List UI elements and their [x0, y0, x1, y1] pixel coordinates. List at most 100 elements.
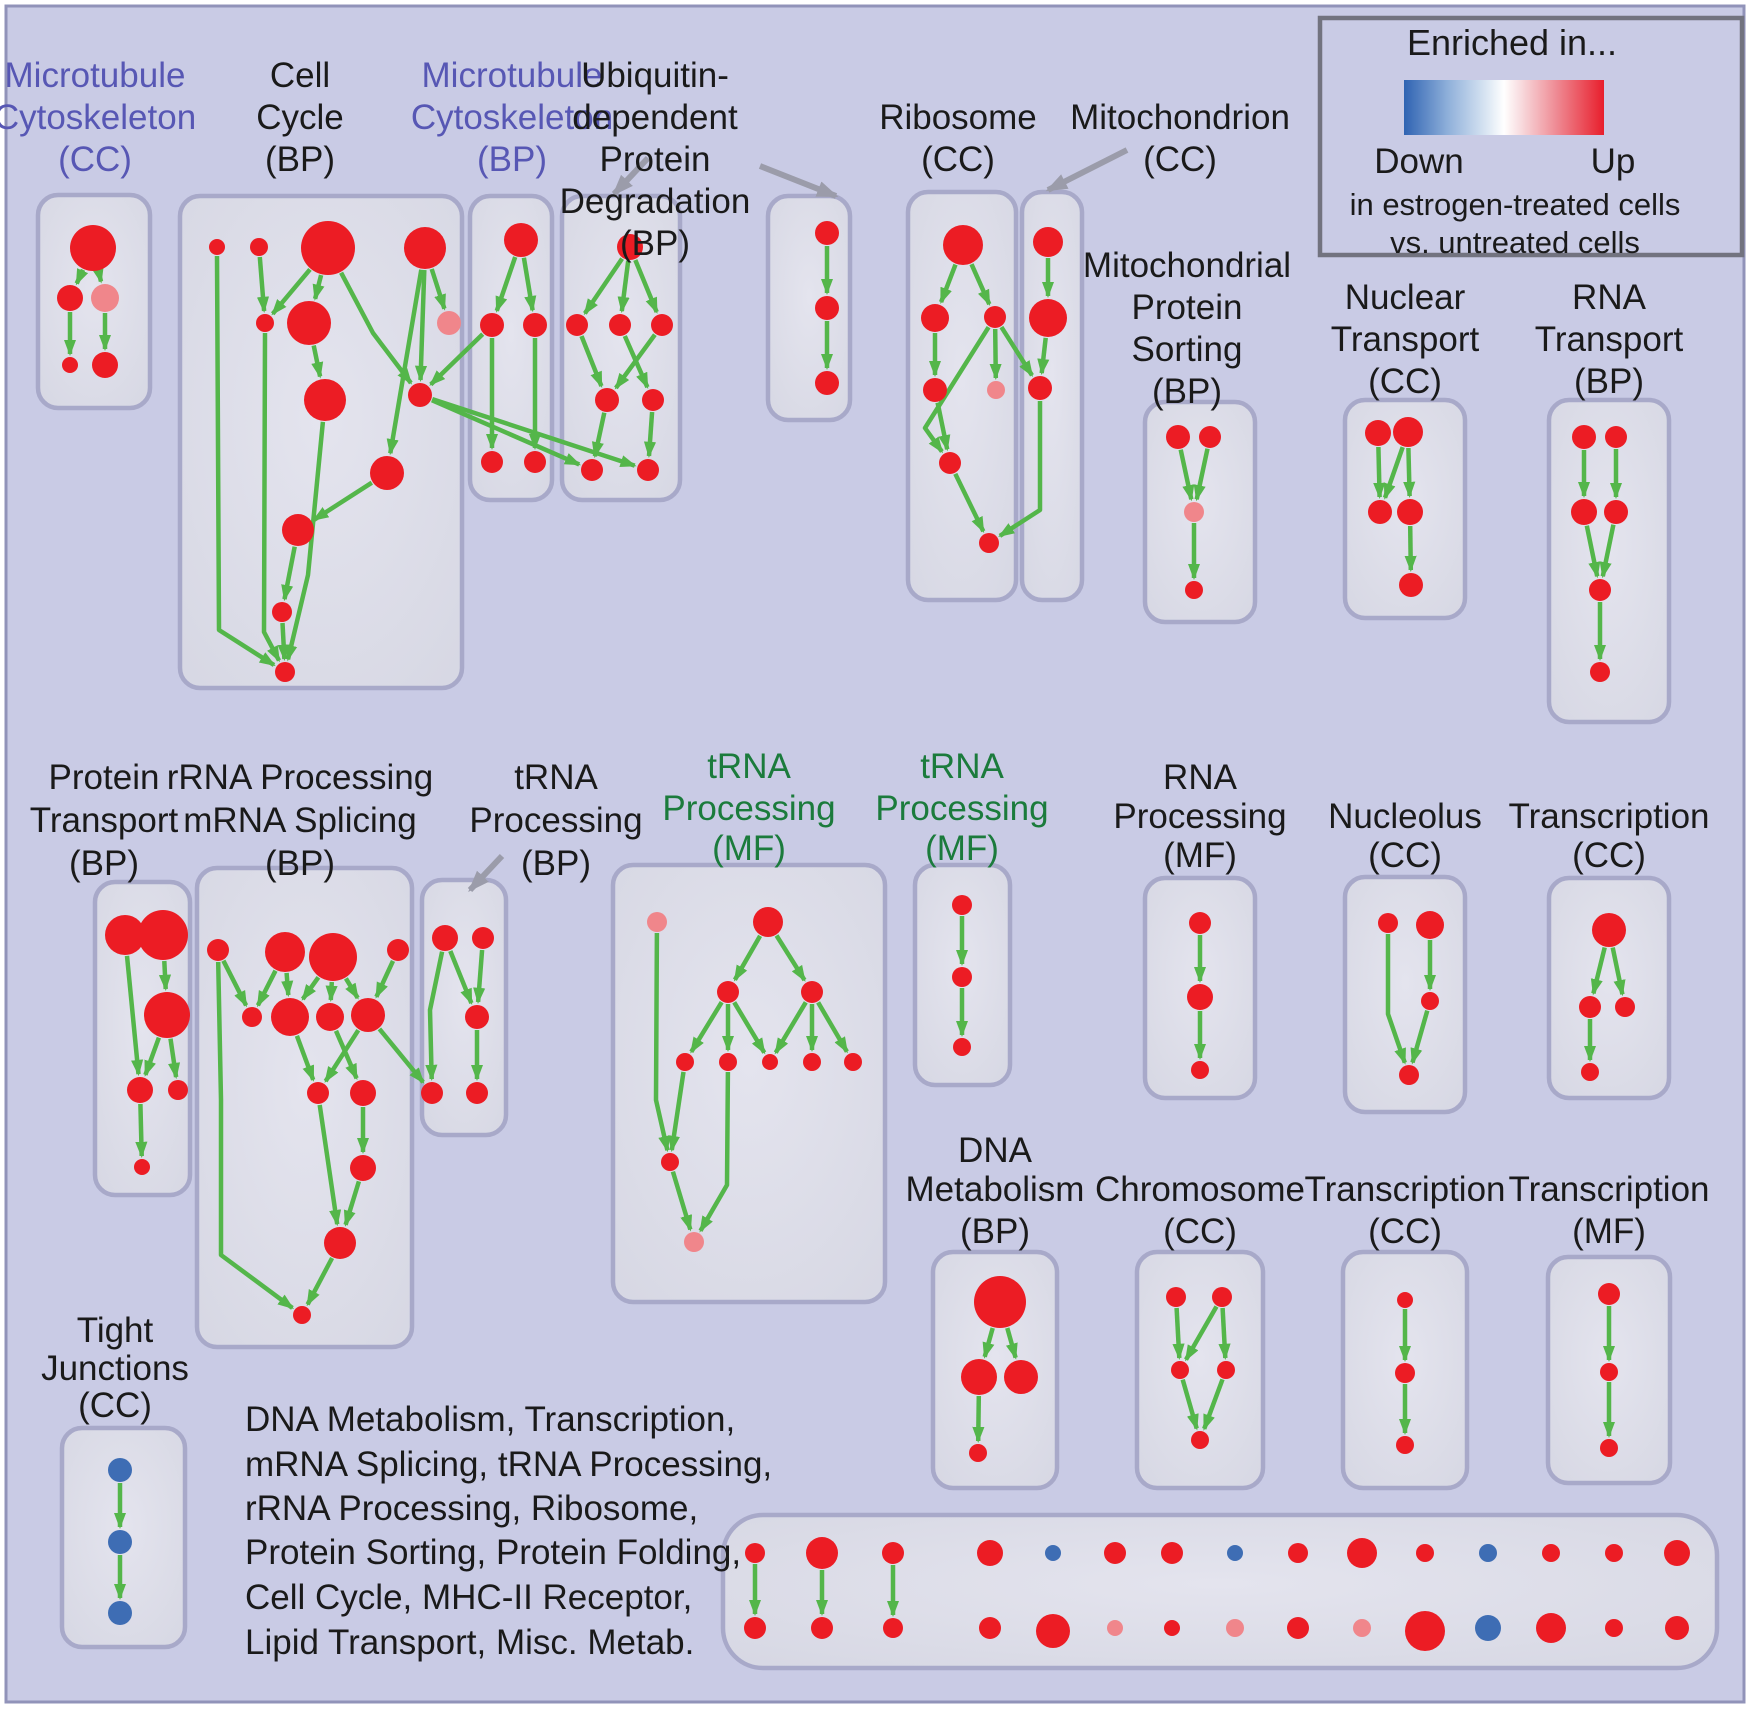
go-term-node-mit1-red [1033, 227, 1063, 257]
lbl-ubiquitin-line2: dependent [572, 98, 738, 137]
lbl-transcription-cc-bottom-line2: (CC) [1368, 1212, 1442, 1251]
go-term-node-cc1-red [209, 239, 225, 255]
edge-cc7-cc11 [285, 421, 326, 662]
edge-mbp1-mbp2 [494, 256, 518, 313]
legend-title: Enriched in... [1407, 22, 1617, 63]
edge-cc4-cc8 [386, 269, 424, 456]
go-term-node-rpm3-red [1191, 1061, 1209, 1079]
edge-tb1-tb4 [425, 951, 445, 1082]
go-term-node-cc3-red [301, 221, 355, 275]
go-term-node-rr1-red [207, 939, 229, 961]
lbl-ribosome-line2: (CC) [921, 140, 995, 179]
go-term-node-mbp1-red [504, 223, 538, 257]
go-term-node-mbp4-red [481, 451, 503, 473]
arrow-to-ubiquitin-box2 [758, 163, 839, 199]
go-term-node-tcc4-red [1581, 1063, 1599, 1081]
go-term-node-mf5-red [676, 1053, 694, 1071]
edge-cc3-hub [339, 271, 413, 385]
go-term-node-hub-red [408, 383, 432, 407]
edge-mf3-mf5 [689, 1001, 724, 1054]
edge-mf4-mf9 [816, 1001, 849, 1054]
edge-nt4-nt5 [1404, 525, 1417, 573]
go-term-node-ubc3-red [609, 314, 631, 336]
edge-rr1-rr13 [215, 961, 295, 1310]
go-term-node-nuc4-red [1399, 1065, 1419, 1085]
lbl-mito-sorting-line4: (BP) [1152, 372, 1222, 411]
edge-tb1-tb3 [448, 950, 474, 1005]
go-term-node-chr4-red [1217, 1361, 1235, 1379]
edge-rib4-rib6 [935, 402, 951, 452]
lbl-protein-transport-line3: (BP) [69, 844, 139, 883]
edge-chr1-chr3 [1172, 1307, 1185, 1361]
edge-dna1-dna2 [982, 1327, 995, 1359]
edge-mit3-rib7 [998, 401, 1043, 538]
go-term-node-cc6-red [287, 301, 331, 345]
go-term-node-cc10-red [272, 602, 292, 622]
edge-pt3-pt5 [168, 1038, 181, 1080]
lbl-rna-processing-mf-line2: Processing [1113, 797, 1286, 836]
go-term-node-nt4-red [1397, 499, 1423, 525]
lbl-rrna-mrna-line3: (BP) [265, 844, 335, 883]
misc-note-line1: DNA Metabolism, Transcription, [245, 1400, 735, 1439]
lbl-rrna-mrna-line2: mRNA Splicing [183, 801, 416, 840]
lbl-nucleolus-line2: (CC) [1368, 836, 1442, 875]
legend-gradient-bar [1404, 80, 1604, 135]
go-term-node-w11t-red [1416, 1544, 1434, 1562]
lbl-rna-processing-mf-line1: RNA [1163, 758, 1238, 797]
go-term-node-mf4-red [801, 981, 823, 1003]
go-term-node-ubc4-red [651, 314, 673, 336]
edge-rib3-rib5 [989, 328, 1002, 381]
arrow-to-mitochondrion-box [1045, 147, 1129, 193]
edge-hub-ubc7 [431, 398, 582, 467]
edge-mbp2-hub [429, 332, 485, 387]
legend-subtitle-2: vs. untreated cells [1390, 225, 1640, 260]
edge-pt3-pt4 [143, 1036, 162, 1077]
go-term-node-w12b-blue [1475, 1615, 1501, 1641]
go-term-node-mf9-red [844, 1053, 862, 1071]
go-term-node-w13t-red [1542, 1544, 1560, 1562]
lbl-trna-bp-line1: tRNA [514, 758, 598, 797]
edge-dna2-dna4 [972, 1395, 985, 1444]
edge-nt1-nt3 [1373, 446, 1386, 500]
go-term-node-w9b-red [1287, 1617, 1309, 1639]
go-term-node-w3t-red [882, 1542, 904, 1564]
go-term-node-rib1-red [943, 225, 983, 265]
go-term-node-tb1-red [432, 925, 458, 951]
go-term-node-tc23-red [1396, 1436, 1414, 1454]
go-term-node-rib6-red [939, 452, 961, 474]
edge-cc8-cc9 [312, 480, 374, 522]
lbl-microtubule-cc-line2: Cytoskeleton [0, 98, 196, 137]
lbl-rna-transport-line2: Transport [1535, 320, 1684, 359]
lbl-cell-cycle-line3: (BP) [265, 140, 335, 179]
edge-rr7-rr10 [333, 1029, 359, 1081]
edge-ubc1-ubc4 [633, 259, 659, 314]
go-term-node-cc2-red [250, 238, 268, 256]
lbl-nuclear-transport-line1: Nuclear [1345, 278, 1466, 317]
edge-cc1-cc11 [214, 255, 276, 667]
go-term-node-mbp2-red [480, 313, 504, 337]
go-term-node-ccp-pink [437, 311, 461, 335]
go-term-node-pt4-red [127, 1077, 153, 1103]
go-term-node-chr2-red [1212, 1287, 1232, 1307]
edge-rr2-rr6 [281, 972, 294, 998]
edge-chr2-chr4 [1218, 1307, 1231, 1361]
go-term-node-ubc5-red [595, 388, 619, 412]
go-term-node-ubc8-red [637, 459, 659, 481]
edge-mf3-mf7 [732, 1001, 767, 1055]
go-term-node-w1t-red [745, 1543, 765, 1563]
go-term-node-cc4-red [404, 227, 446, 269]
go-term-node-rr10-red [350, 1080, 376, 1106]
go-term-node-nt2-red [1393, 417, 1423, 447]
go-term-node-ubd2-red [815, 296, 839, 320]
edge-rr11-rr12 [343, 1180, 362, 1227]
edge-cc3-cc6 [312, 274, 325, 301]
edge-rr4-rr8 [374, 959, 396, 999]
go-term-node-dna1-red [974, 1276, 1026, 1328]
go-term-node-w5t-blue [1045, 1545, 1061, 1561]
go-term-node-ubc7-red [581, 459, 603, 481]
edge-cc10-cc11 [277, 622, 290, 662]
go-term-node-mf2-red [753, 907, 783, 937]
edge-ubc1-ubc3 [617, 260, 631, 314]
edge-pt2-pt3 [158, 960, 172, 992]
go-term-node-rib4-red [923, 378, 947, 402]
